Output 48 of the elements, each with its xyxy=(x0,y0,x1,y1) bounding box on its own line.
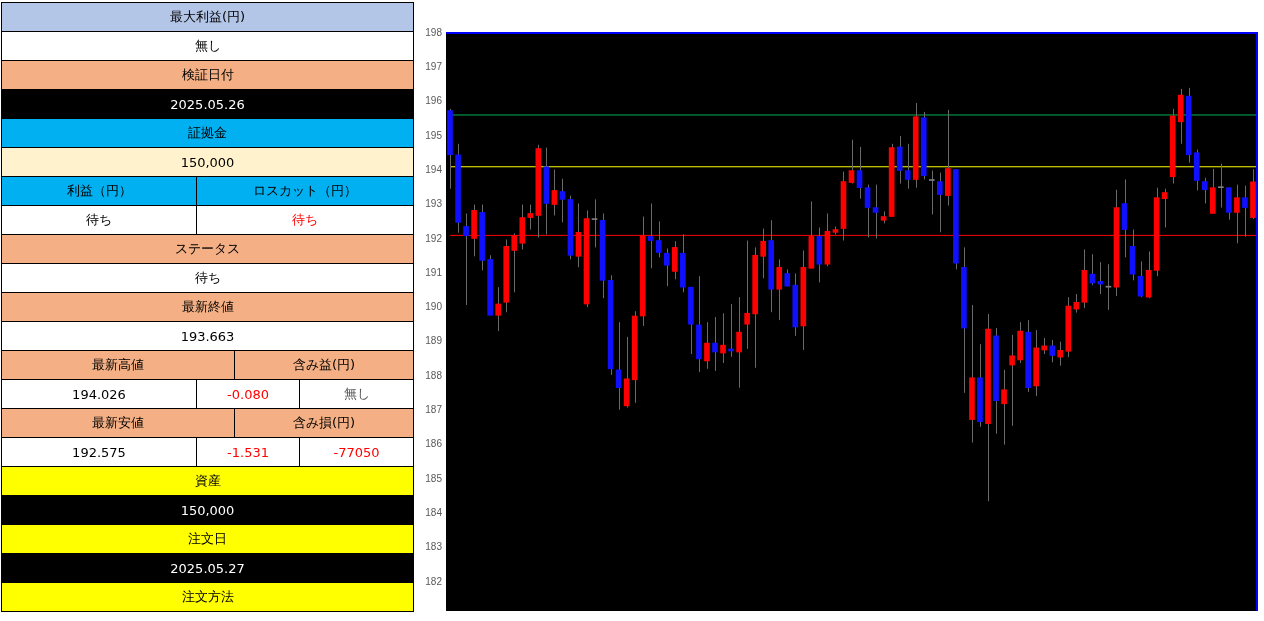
candlestick xyxy=(1001,369,1007,446)
candlestick xyxy=(591,198,598,248)
candlestick xyxy=(1201,177,1208,204)
y-tick-label: 197 xyxy=(425,61,443,73)
y-tick-label: 187 xyxy=(425,404,443,416)
candlestick xyxy=(647,202,654,269)
candlestick xyxy=(551,169,558,216)
candlestick xyxy=(1242,185,1248,238)
candlestick xyxy=(1161,188,1168,228)
y-tick-label: 194 xyxy=(425,163,443,175)
candlestick xyxy=(559,178,566,223)
candlestick xyxy=(527,204,534,231)
candlestick xyxy=(663,247,670,287)
y-tick-label: 189 xyxy=(425,335,443,347)
candlestick xyxy=(1057,341,1064,367)
y-tick-label: 190 xyxy=(425,301,443,313)
candlestick xyxy=(1218,163,1224,209)
candlestick xyxy=(1049,339,1056,363)
candlestick xyxy=(904,143,911,190)
y-tick-label: 196 xyxy=(425,95,443,107)
candlestick xyxy=(848,139,855,185)
candlestick xyxy=(495,286,502,332)
y-tick-label: 186 xyxy=(425,438,443,450)
candlestick xyxy=(776,258,783,321)
y-tick-label: 198 xyxy=(425,26,443,38)
candlestick xyxy=(463,212,469,306)
y-tick-label: 184 xyxy=(425,506,443,518)
y-tick-label: 195 xyxy=(425,129,443,141)
candlestick xyxy=(704,321,710,370)
y-tick-label: 185 xyxy=(425,472,443,484)
candlestick xyxy=(736,296,742,389)
y-tick-label: 188 xyxy=(425,369,443,381)
candlestick xyxy=(712,316,718,372)
y-tick-label: 182 xyxy=(425,575,443,587)
y-tick-label: 192 xyxy=(425,232,443,244)
candlestick xyxy=(872,184,879,239)
candlestick xyxy=(655,220,662,258)
candlestick xyxy=(928,170,935,215)
y-tick-label: 191 xyxy=(425,266,443,278)
candlestick xyxy=(720,312,726,364)
y-tick-label: 193 xyxy=(425,198,443,210)
candlestick xyxy=(1009,334,1015,427)
info-table: 最大利益(円) 無し 検証日付 2025.05.26 証拠金 150,000 利益（円） ロスカット（円） 待ち 待ち ステータス 待ち 最新終値 193.663 最新高値 含み益(円) 194.026 -0.080 無し 最新安値 含み損(円) 192.575 -1.531 -77050 資産 150,000 注文日 2025.05.27 注文方法 xyxy=(1,2,413,612)
candlestick xyxy=(937,172,943,233)
y-tick-label: 183 xyxy=(425,541,443,553)
candlestick xyxy=(744,240,750,350)
candlestick xyxy=(1105,263,1112,311)
candlestick xyxy=(864,184,871,238)
